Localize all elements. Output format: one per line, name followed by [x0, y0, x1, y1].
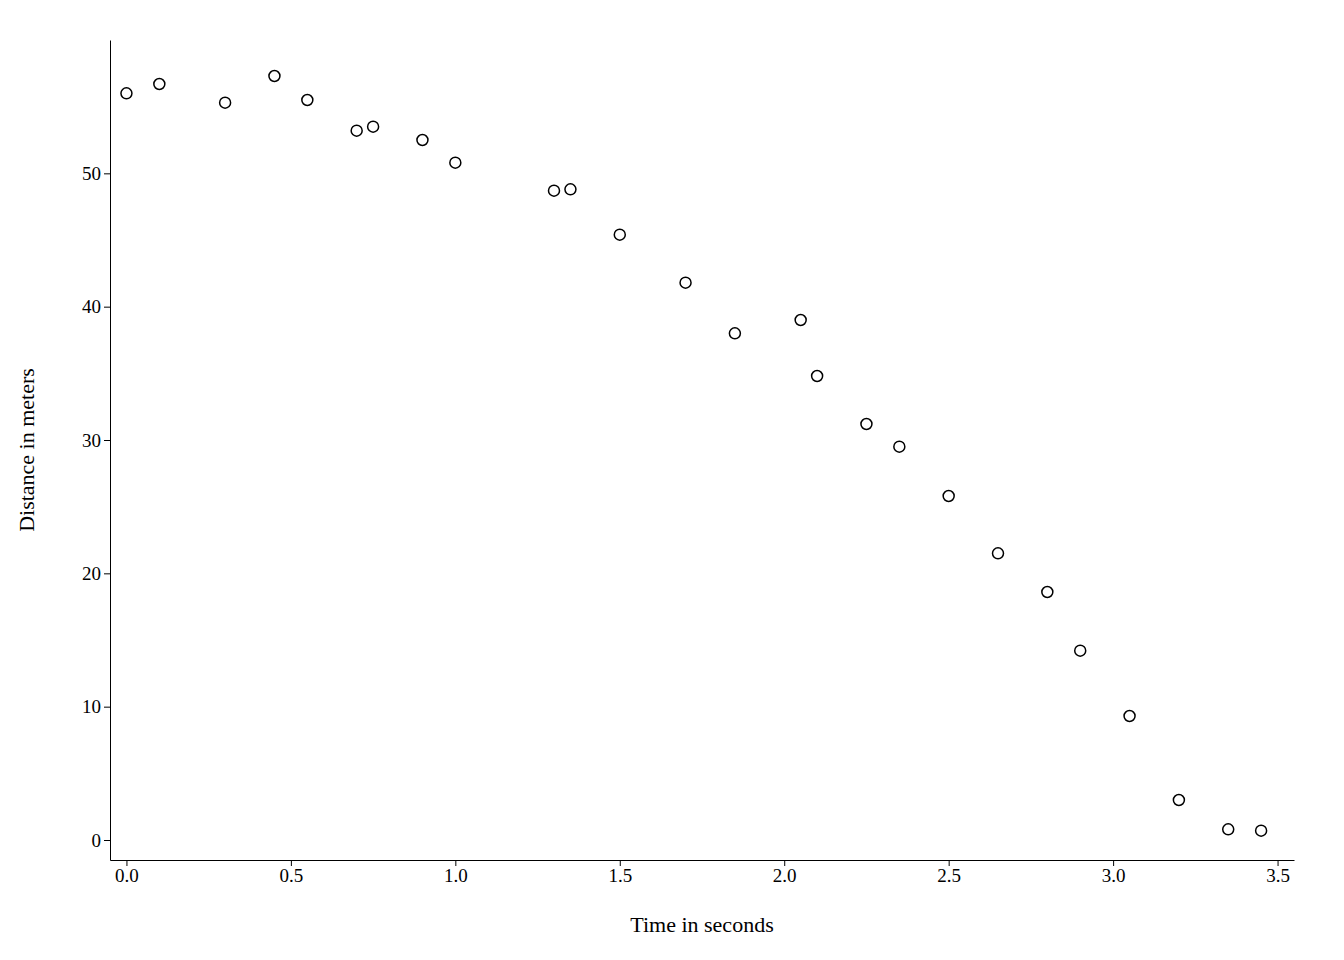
point	[549, 185, 560, 196]
point	[368, 121, 379, 132]
point	[220, 97, 231, 108]
point	[680, 277, 691, 288]
point	[302, 95, 313, 106]
tick-label: 2.0	[773, 865, 797, 886]
point	[154, 79, 165, 90]
point	[943, 491, 954, 502]
point	[1042, 587, 1053, 598]
point	[351, 125, 362, 136]
tick: 2.5	[937, 860, 961, 886]
x-axis-line	[111, 860, 1295, 861]
tick: 10	[82, 696, 110, 717]
tick-label: 50	[82, 163, 101, 184]
point	[1124, 711, 1135, 722]
plot: 0.0 0.5 1.0 1.5 2.0 2.5 3.0 3.5 0 10 20 30 40 50	[82, 41, 1295, 887]
tick-label: 0	[92, 830, 102, 851]
tick-mark	[104, 573, 110, 574]
tick: 50	[82, 163, 110, 184]
tick: 20	[82, 563, 110, 584]
point	[417, 135, 428, 146]
point	[795, 315, 806, 326]
x-axis-title: Time in seconds	[630, 912, 773, 937]
points	[121, 71, 1267, 837]
tick-label: 2.5	[937, 865, 961, 886]
tick-label: 3.0	[1102, 865, 1126, 886]
point	[1256, 825, 1267, 836]
point	[565, 184, 576, 195]
tick-mark	[104, 707, 110, 708]
tick-label: 0.0	[115, 865, 139, 886]
tick-label: 0.5	[280, 865, 304, 886]
tick: 0.0	[115, 860, 139, 886]
tick-mark	[104, 307, 110, 308]
point	[729, 328, 740, 339]
y-axis: 0 10 20 30 40 50	[82, 41, 111, 861]
tick: 0.5	[280, 860, 304, 886]
tick-label: 40	[82, 296, 101, 317]
chart: 0.0 0.5 1.0 1.5 2.0 2.5 3.0 3.5 0 10 20 30 40 50 Time …	[0, 0, 1344, 960]
tick-mark	[104, 440, 110, 441]
tick: 1.0	[444, 860, 468, 886]
tick: 1.5	[608, 860, 632, 886]
y-axis-line	[110, 41, 111, 861]
tick: 30	[82, 430, 110, 451]
point	[269, 71, 280, 82]
point	[450, 157, 461, 168]
y-axis-title: Distance in meters	[14, 368, 39, 532]
x-axis: 0.0 0.5 1.0 1.5 2.0 2.5 3.0 3.5	[111, 860, 1295, 886]
tick-label: 30	[82, 430, 101, 451]
point	[121, 88, 132, 99]
tick-mark	[104, 173, 110, 174]
tick-label: 3.5	[1266, 865, 1290, 886]
point	[894, 441, 905, 452]
point	[1223, 824, 1234, 835]
point	[1075, 645, 1086, 656]
tick-label: 1.5	[608, 865, 632, 886]
tick-label: 10	[82, 696, 101, 717]
point	[614, 229, 625, 240]
tick: 40	[82, 296, 110, 317]
tick: 3.5	[1266, 860, 1290, 886]
point	[1173, 795, 1184, 806]
tick: 3.0	[1102, 860, 1126, 886]
point	[993, 548, 1004, 559]
tick-mark	[104, 840, 110, 841]
point	[861, 419, 872, 430]
tick-label: 20	[82, 563, 101, 584]
tick: 0	[92, 830, 111, 851]
point	[812, 371, 823, 382]
tick: 2.0	[773, 860, 797, 886]
tick-label: 1.0	[444, 865, 468, 886]
